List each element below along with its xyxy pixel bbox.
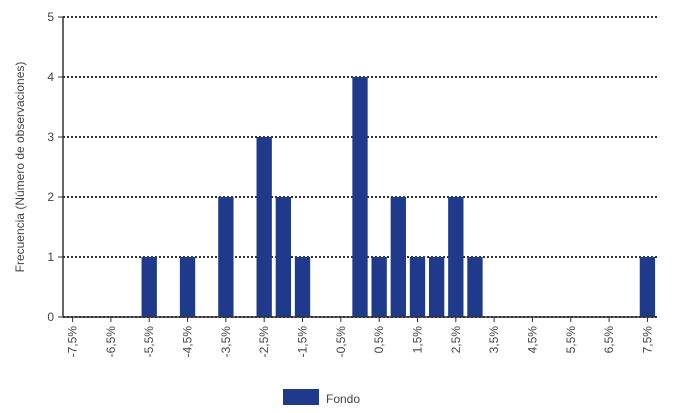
x-tick-label: -2,5%	[257, 326, 271, 358]
bar	[218, 197, 234, 317]
y-tick-label: 1	[47, 250, 54, 264]
legend-label: Fondo	[326, 392, 360, 406]
x-tick-label: 7,5%	[640, 326, 654, 354]
bar	[371, 257, 387, 317]
legend-swatch	[283, 389, 319, 405]
y-tick-label: 0	[47, 310, 54, 324]
x-tick-label: -5,5%	[142, 326, 156, 358]
bar	[467, 257, 483, 317]
x-tick-label: 4,5%	[525, 326, 539, 354]
bar	[256, 137, 272, 317]
y-tick-label: 5	[47, 10, 54, 24]
bar	[275, 197, 292, 317]
bar	[294, 257, 311, 317]
x-tick-label: 2,5%	[449, 326, 463, 354]
y-tick-label: 4	[47, 70, 54, 84]
x-tick-label: 3,5%	[487, 326, 501, 354]
x-tick-label: -1,5%	[296, 326, 310, 358]
x-tick-label: -7,5%	[66, 326, 80, 358]
x-tick-label: -3,5%	[219, 326, 233, 358]
x-tick-label: 6,5%	[602, 326, 616, 354]
bar	[179, 257, 196, 317]
x-tick-label: -4,5%	[181, 326, 195, 358]
y-tick-label: 2	[47, 190, 54, 204]
y-tick-label: 3	[47, 130, 54, 144]
x-tick-label: -0,5%	[334, 326, 348, 358]
bar	[448, 197, 464, 317]
y-axis-label: Frecuencia (Número de observaciones)	[13, 62, 27, 273]
x-tick-label: 5,5%	[564, 326, 578, 354]
bar	[390, 197, 406, 317]
x-tick-label: 0,5%	[372, 326, 386, 354]
x-tick-label: 1,5%	[410, 326, 424, 354]
bar	[409, 257, 426, 317]
bar	[141, 257, 157, 317]
x-tick-label: -6,5%	[104, 326, 118, 358]
bar	[428, 257, 445, 317]
bar	[639, 257, 656, 317]
bar	[352, 77, 368, 317]
